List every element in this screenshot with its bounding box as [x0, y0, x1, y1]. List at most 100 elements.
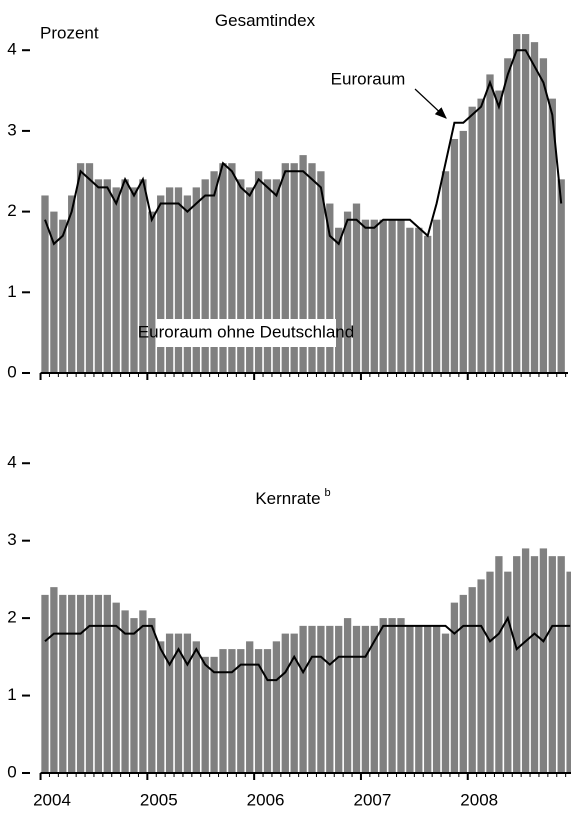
bar [148, 618, 156, 773]
bar [183, 195, 192, 373]
annotation-arrow [414, 88, 447, 119]
bar [290, 633, 298, 773]
chart-title: Gesamtindex [215, 11, 316, 30]
bar [121, 610, 129, 773]
bar [272, 641, 281, 773]
bar [210, 171, 218, 373]
bar [379, 618, 387, 773]
x-tick-label: 2007 [353, 790, 391, 809]
bar [343, 211, 352, 373]
bar [406, 625, 414, 773]
bar [112, 602, 120, 773]
bar [246, 641, 254, 773]
bar [210, 656, 218, 773]
bar [397, 219, 405, 373]
bar [468, 587, 476, 773]
bar [317, 171, 325, 373]
x-tick-label: 2006 [247, 790, 285, 809]
bar [459, 130, 467, 373]
bar [103, 594, 111, 773]
chart-title-text: Gesamtindex [215, 11, 316, 30]
bar [352, 203, 361, 373]
bar [424, 625, 432, 773]
bar [548, 98, 556, 374]
y-tick-label: 1 [7, 685, 16, 704]
bar [41, 594, 49, 773]
bar [495, 556, 503, 773]
bar [76, 163, 85, 373]
bar [148, 211, 156, 373]
bar [228, 163, 236, 373]
bar [85, 163, 94, 373]
bar [477, 579, 485, 773]
bar [281, 163, 289, 373]
bar [94, 179, 103, 373]
bar [352, 625, 361, 773]
bar [139, 610, 147, 773]
bar [477, 98, 485, 374]
y-tick-label: 0 [7, 362, 16, 381]
bar [468, 106, 476, 373]
bar [272, 179, 281, 373]
chart-title-superscript: b [325, 487, 331, 499]
bar [165, 187, 174, 373]
bar [219, 649, 227, 773]
bar [432, 219, 441, 373]
x-tick-label: 2005 [140, 790, 178, 809]
bar [68, 195, 76, 373]
bar [317, 625, 325, 773]
bar [388, 219, 396, 373]
bar [388, 618, 396, 773]
bar [192, 641, 200, 773]
bar [326, 203, 334, 373]
bar [424, 235, 432, 373]
bar [254, 171, 263, 373]
bar [281, 633, 289, 773]
bar [103, 179, 111, 373]
bar [192, 187, 200, 373]
bar [50, 211, 58, 373]
bar [513, 34, 521, 374]
bar [41, 195, 49, 373]
x-tick-label: 2004 [33, 790, 71, 809]
bar [130, 187, 138, 373]
bar [308, 625, 316, 773]
label-box [156, 319, 336, 347]
y-tick-label: 4 [7, 453, 16, 472]
line [44, 615, 571, 682]
bar [548, 556, 556, 773]
bar [246, 187, 254, 373]
bar [112, 187, 120, 373]
bar [139, 179, 147, 373]
bar [370, 625, 378, 773]
y-tick-label: 2 [7, 608, 16, 627]
bar [361, 625, 370, 773]
bar [513, 556, 521, 773]
bar [459, 594, 467, 773]
bar [521, 548, 530, 773]
bar [557, 179, 565, 373]
series-label: Euroraum [331, 69, 406, 88]
bar [326, 625, 334, 773]
bar [157, 195, 165, 373]
chart-title-text: Kernrate [255, 489, 320, 508]
bar [76, 594, 85, 773]
y-axis-label: Prozent [40, 23, 99, 42]
line [44, 49, 563, 246]
bar [237, 649, 245, 773]
bar [539, 548, 548, 773]
bar [530, 42, 539, 374]
bar [566, 571, 571, 773]
chart-title: Kernrate b [255, 487, 330, 509]
bar [335, 625, 343, 773]
bar [486, 74, 494, 373]
bar [441, 633, 450, 773]
bar [495, 90, 503, 373]
bar [521, 34, 530, 374]
bar [539, 58, 548, 374]
bar [432, 625, 441, 773]
bar [263, 649, 272, 773]
bar [157, 641, 165, 773]
bar [335, 227, 343, 373]
